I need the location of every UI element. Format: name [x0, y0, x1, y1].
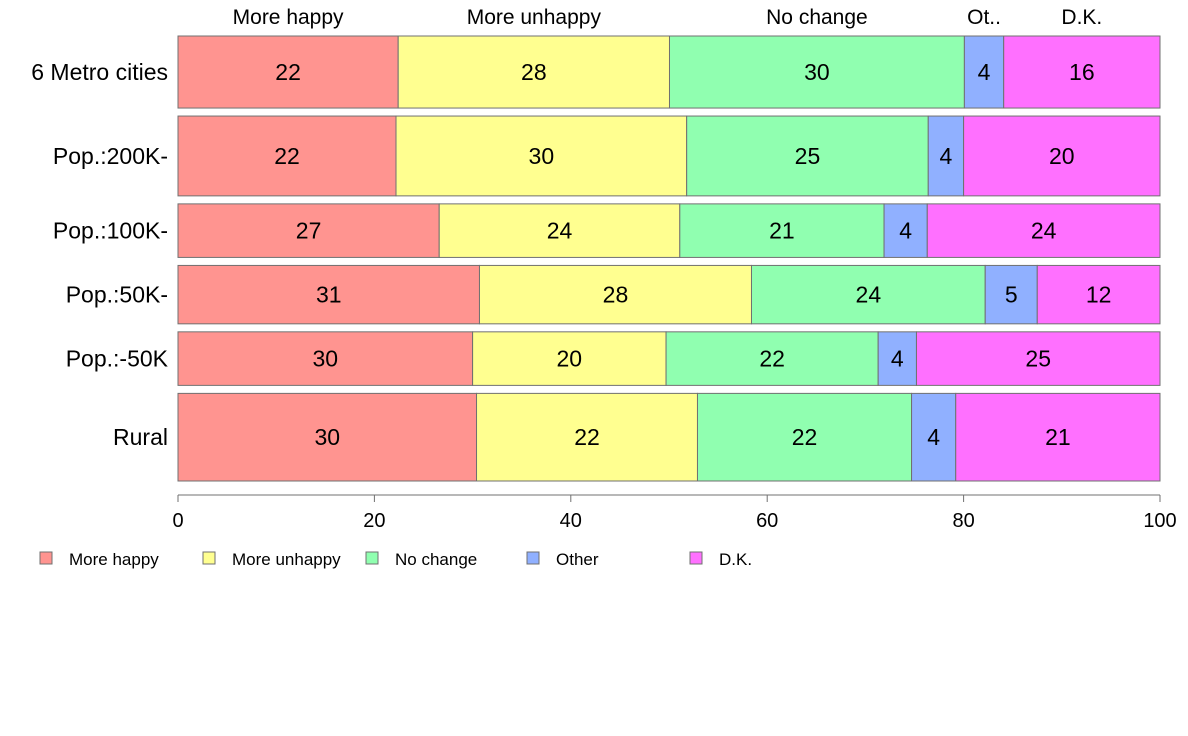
bar-segment: [696, 392, 913, 482]
data-label: 22: [574, 424, 600, 450]
bar-segment: [478, 264, 752, 325]
bar-segment: [984, 264, 1038, 325]
data-label: 22: [759, 346, 785, 372]
bar-segment: [927, 115, 965, 197]
data-label: 30: [529, 143, 555, 169]
legend-label: More unhappy: [232, 550, 341, 569]
category-label: 6 Metro cities: [31, 59, 168, 85]
data-label: 4: [978, 59, 991, 85]
bar-segment: [395, 115, 688, 197]
data-label: 4: [899, 218, 912, 244]
x-tick-label: 100: [1143, 510, 1176, 532]
bar-segment: [911, 392, 957, 482]
data-label: 30: [313, 346, 339, 372]
series-top-label: More happy: [233, 6, 344, 29]
legend-swatch: [365, 551, 379, 565]
category-label: Pop.:200K-: [53, 143, 168, 169]
bar-segment: [686, 115, 929, 197]
data-label: 21: [769, 218, 795, 244]
data-label: 20: [557, 346, 583, 372]
category-label: Pop.:50K-: [66, 282, 168, 308]
data-label: 30: [314, 424, 340, 450]
data-label: 31: [316, 282, 342, 308]
bar-segment: [1036, 264, 1161, 325]
x-tick-label: 20: [363, 510, 385, 532]
data-label: 28: [521, 59, 547, 85]
x-tick-label: 60: [756, 510, 778, 532]
data-label: 28: [603, 282, 629, 308]
bar-segment: [963, 115, 1161, 197]
series-top-labels: More happy More unhappy No change Ot.. D.K.: [233, 6, 1103, 29]
x-tick-label: 0: [172, 510, 183, 532]
data-label: 24: [856, 282, 882, 308]
category-label: Pop.:-50K: [66, 346, 169, 372]
legend: More happy More unhappy No change Other D.K.: [39, 550, 752, 569]
bar-segment: [883, 203, 928, 258]
bar-segment: [665, 331, 879, 386]
data-label: 22: [274, 143, 300, 169]
series-top-label: More unhappy: [467, 6, 602, 29]
data-label: 5: [1005, 282, 1018, 308]
bar-segment: [1003, 35, 1161, 109]
category-label: Rural: [113, 424, 168, 450]
bars-area: 22 28 30 4 16 22 30 25 4 20 27 24 21 4 24 31 28 24 5 12 30 20…: [177, 35, 1161, 482]
legend-swatch: [689, 551, 703, 565]
data-label: 4: [940, 143, 953, 169]
legend-swatch: [202, 551, 216, 565]
category-label: Pop.:100K-: [53, 218, 168, 244]
bar-segment: [472, 331, 667, 386]
bar-segment: [177, 331, 474, 386]
series-top-label: No change: [766, 6, 868, 29]
data-label: 24: [1031, 218, 1057, 244]
bar-segment: [177, 115, 397, 197]
category-labels: 6 Metro cities Pop.:200K- Pop.:100K- Pop.:5…: [31, 59, 168, 450]
data-label: 16: [1069, 59, 1095, 85]
data-label: 21: [1045, 424, 1071, 450]
data-label: 25: [795, 143, 821, 169]
data-label: 22: [275, 59, 301, 85]
bar-segment: [438, 203, 681, 258]
x-tick-label: 80: [952, 510, 974, 532]
legend-label: D.K.: [719, 550, 752, 569]
bar-segment: [668, 35, 965, 109]
x-axis: 0 20 40 60 80 100: [172, 494, 1177, 532]
bar-segment: [915, 331, 1161, 386]
x-tick-label: 40: [560, 510, 582, 532]
bar-segment: [177, 35, 399, 109]
legend-swatch: [39, 551, 53, 565]
bar-segment: [177, 264, 480, 325]
legend-label: More happy: [69, 550, 159, 569]
data-label: 4: [891, 346, 904, 372]
series-top-label: D.K.: [1061, 6, 1102, 29]
legend-label: Other: [556, 550, 599, 569]
bar-segment: [397, 35, 670, 109]
legend-label: No change: [395, 550, 477, 569]
data-label: 27: [296, 218, 322, 244]
series-top-label: Ot..: [967, 6, 1001, 29]
bar-segment: [926, 203, 1161, 258]
data-label: 20: [1049, 143, 1075, 169]
legend-swatch: [526, 551, 540, 565]
data-label: 4: [927, 424, 940, 450]
bar-segment: [955, 392, 1161, 482]
data-label: 25: [1025, 346, 1051, 372]
data-label: 24: [547, 218, 573, 244]
bar-segment: [679, 203, 885, 258]
data-label: 12: [1086, 282, 1112, 308]
data-label: 22: [792, 424, 818, 450]
bar-segment: [476, 392, 698, 482]
data-label: 30: [804, 59, 830, 85]
bar-segment: [750, 264, 986, 325]
